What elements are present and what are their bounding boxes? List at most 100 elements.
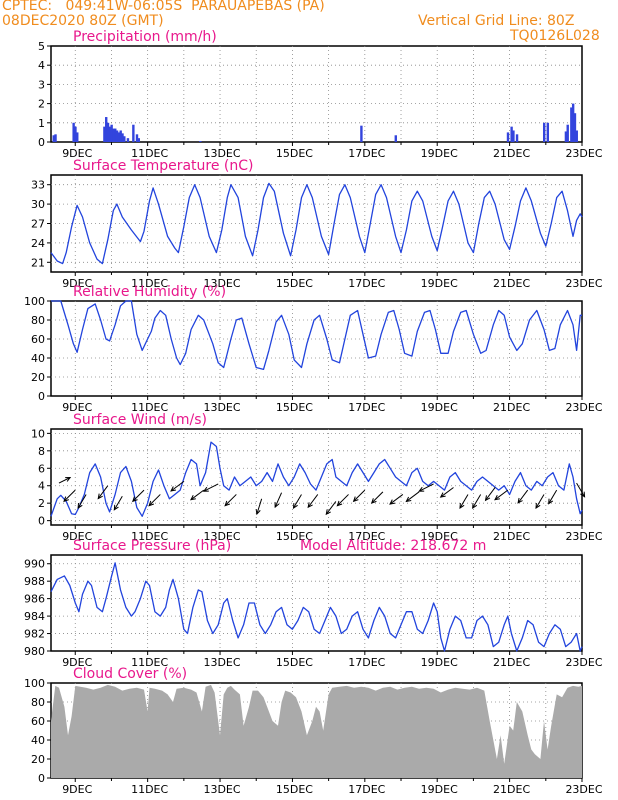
model-altitude: Model Altitude: 218.672 m bbox=[300, 538, 486, 554]
wind-arrow-head bbox=[148, 500, 154, 507]
plot-frame bbox=[50, 45, 583, 143]
wind-arrow-head bbox=[97, 493, 103, 500]
precip-bar bbox=[108, 126, 112, 142]
wind-arrow bbox=[132, 489, 145, 502]
x-tick-label: 17DEC bbox=[348, 147, 385, 160]
precip-bar bbox=[74, 126, 77, 142]
x-tick-label: 21DEC bbox=[493, 401, 530, 414]
wind-arrow-head bbox=[65, 476, 72, 482]
wind-arrow bbox=[418, 483, 434, 492]
precip-bar bbox=[546, 122, 550, 142]
x-tick-label: 13DEC bbox=[203, 401, 240, 414]
x-tick-label: 21DEC bbox=[493, 147, 530, 160]
panel-title: Surface Wind (m/s) bbox=[73, 412, 207, 428]
x-tick-label: 13DEC bbox=[203, 147, 240, 160]
x-tick-label: 11DEC bbox=[131, 147, 168, 160]
plot-frame bbox=[50, 554, 583, 652]
wind-arrow-head bbox=[439, 492, 446, 498]
y-tick-label: 20 bbox=[31, 371, 45, 384]
wind-arrow bbox=[224, 494, 237, 507]
wind-arrow-head bbox=[580, 491, 586, 498]
x-tick-label: 21DEC bbox=[493, 783, 530, 796]
wind-arrow-head bbox=[517, 497, 523, 504]
x-tick-label: 17DEC bbox=[348, 530, 385, 543]
y-tick-label: 60 bbox=[31, 715, 45, 728]
x-tick-label: 21DEC bbox=[493, 277, 530, 290]
wind-arrow-head bbox=[307, 502, 313, 509]
y-tick-label: 24 bbox=[31, 237, 45, 250]
x-tick-label: 23DEC bbox=[565, 530, 602, 543]
y-tick-label: 990 bbox=[24, 558, 45, 571]
x-tick-label: 21DEC bbox=[493, 656, 530, 669]
wind-arrow bbox=[459, 494, 469, 509]
wind-arrow-head bbox=[336, 500, 343, 507]
precip-bar bbox=[105, 117, 108, 142]
y-tick-label: 2 bbox=[38, 98, 45, 111]
y-tick-label: 40 bbox=[31, 734, 45, 747]
y-tick-label: 5 bbox=[38, 40, 45, 53]
wind-arrow-head bbox=[405, 496, 412, 503]
series-line bbox=[51, 300, 582, 371]
x-tick-label: 11DEC bbox=[131, 783, 168, 796]
panel-precipitation: 0 1 2 3 4 5 9DEC 11DEC 13DEC 15DEC 17DEC 19DEC 21DEC… bbox=[38, 29, 603, 160]
panel-title: Precipitation (mm/h) bbox=[73, 29, 217, 45]
precip-bar bbox=[199, 141, 202, 142]
y-tick-label: 4 bbox=[38, 59, 45, 72]
x-tick-label: 21DEC bbox=[493, 530, 530, 543]
panel-pressure: 980 982 984 986 988 990 9DEC 11DEC 13DEC 15DEC 17D… bbox=[24, 538, 603, 669]
y-tick-label: 33 bbox=[31, 179, 45, 192]
x-tick-label: 23DEC bbox=[565, 401, 602, 414]
plot-frame bbox=[50, 300, 583, 397]
precip-bar bbox=[571, 103, 575, 142]
panel-temperature: 21 24 27 30 33 9DEC 11DEC 13DEC 15DEC 17DEC 19DEC 2… bbox=[31, 158, 603, 290]
wind-arrow bbox=[113, 495, 123, 511]
wind-arrow-head bbox=[418, 486, 425, 492]
y-tick-label: 10 bbox=[31, 427, 45, 440]
wind-arrow bbox=[535, 494, 545, 509]
x-tick-label: 9DEC bbox=[62, 147, 92, 160]
precip-bar bbox=[510, 126, 513, 142]
cloud-area bbox=[51, 684, 582, 778]
y-tick-label: 0 bbox=[38, 772, 45, 785]
wind-arrow bbox=[353, 489, 366, 502]
precip-bar bbox=[573, 113, 577, 142]
wind-arrow bbox=[307, 494, 319, 508]
x-tick-label: 13DEC bbox=[203, 783, 240, 796]
wind-arrow-head bbox=[132, 496, 138, 503]
wind-arrow-head bbox=[352, 496, 359, 503]
y-tick-label: 8 bbox=[38, 445, 45, 458]
wind-arrow bbox=[97, 485, 109, 499]
wind-arrow bbox=[274, 492, 283, 508]
wind-arrow bbox=[58, 477, 71, 484]
y-tick-label: 980 bbox=[24, 645, 45, 658]
precip-bar bbox=[126, 138, 130, 142]
y-tick-label: 40 bbox=[31, 352, 45, 365]
wind-arrow bbox=[170, 480, 185, 492]
precip-bar bbox=[360, 125, 363, 142]
wind-arrow-head bbox=[535, 503, 541, 510]
wind-arrow bbox=[63, 489, 76, 502]
x-tick-label: 15DEC bbox=[276, 277, 313, 290]
x-tick-label: 19DEC bbox=[421, 147, 458, 160]
x-tick-label: 19DEC bbox=[421, 530, 458, 543]
precip-bar bbox=[112, 128, 115, 142]
panel-title: Surface Temperature (nC) bbox=[73, 158, 254, 174]
panel-title: Cloud Cover (%) bbox=[73, 666, 187, 682]
series-line bbox=[50, 182, 583, 265]
wind-arrow-head bbox=[472, 503, 478, 510]
wind-arrow bbox=[389, 494, 404, 505]
wind-arrow-head bbox=[459, 503, 465, 510]
precip-bar bbox=[515, 134, 519, 142]
precip-bar bbox=[52, 135, 55, 142]
y-tick-label: 6 bbox=[38, 462, 45, 475]
x-tick-label: 11DEC bbox=[131, 656, 168, 669]
x-tick-label: 15DEC bbox=[276, 147, 313, 160]
wind-arrow bbox=[293, 494, 302, 509]
precip-bar bbox=[564, 131, 568, 142]
wind-arrow bbox=[517, 489, 529, 504]
panel-cloud-cover: 0 20 40 60 80 100 9DEC 11DEC 13DEC 15DEC 17DEC 19DE… bbox=[24, 666, 603, 796]
wind-arrow bbox=[256, 498, 263, 515]
y-tick-label: 21 bbox=[31, 256, 45, 269]
wind-arrow-head bbox=[494, 495, 501, 501]
